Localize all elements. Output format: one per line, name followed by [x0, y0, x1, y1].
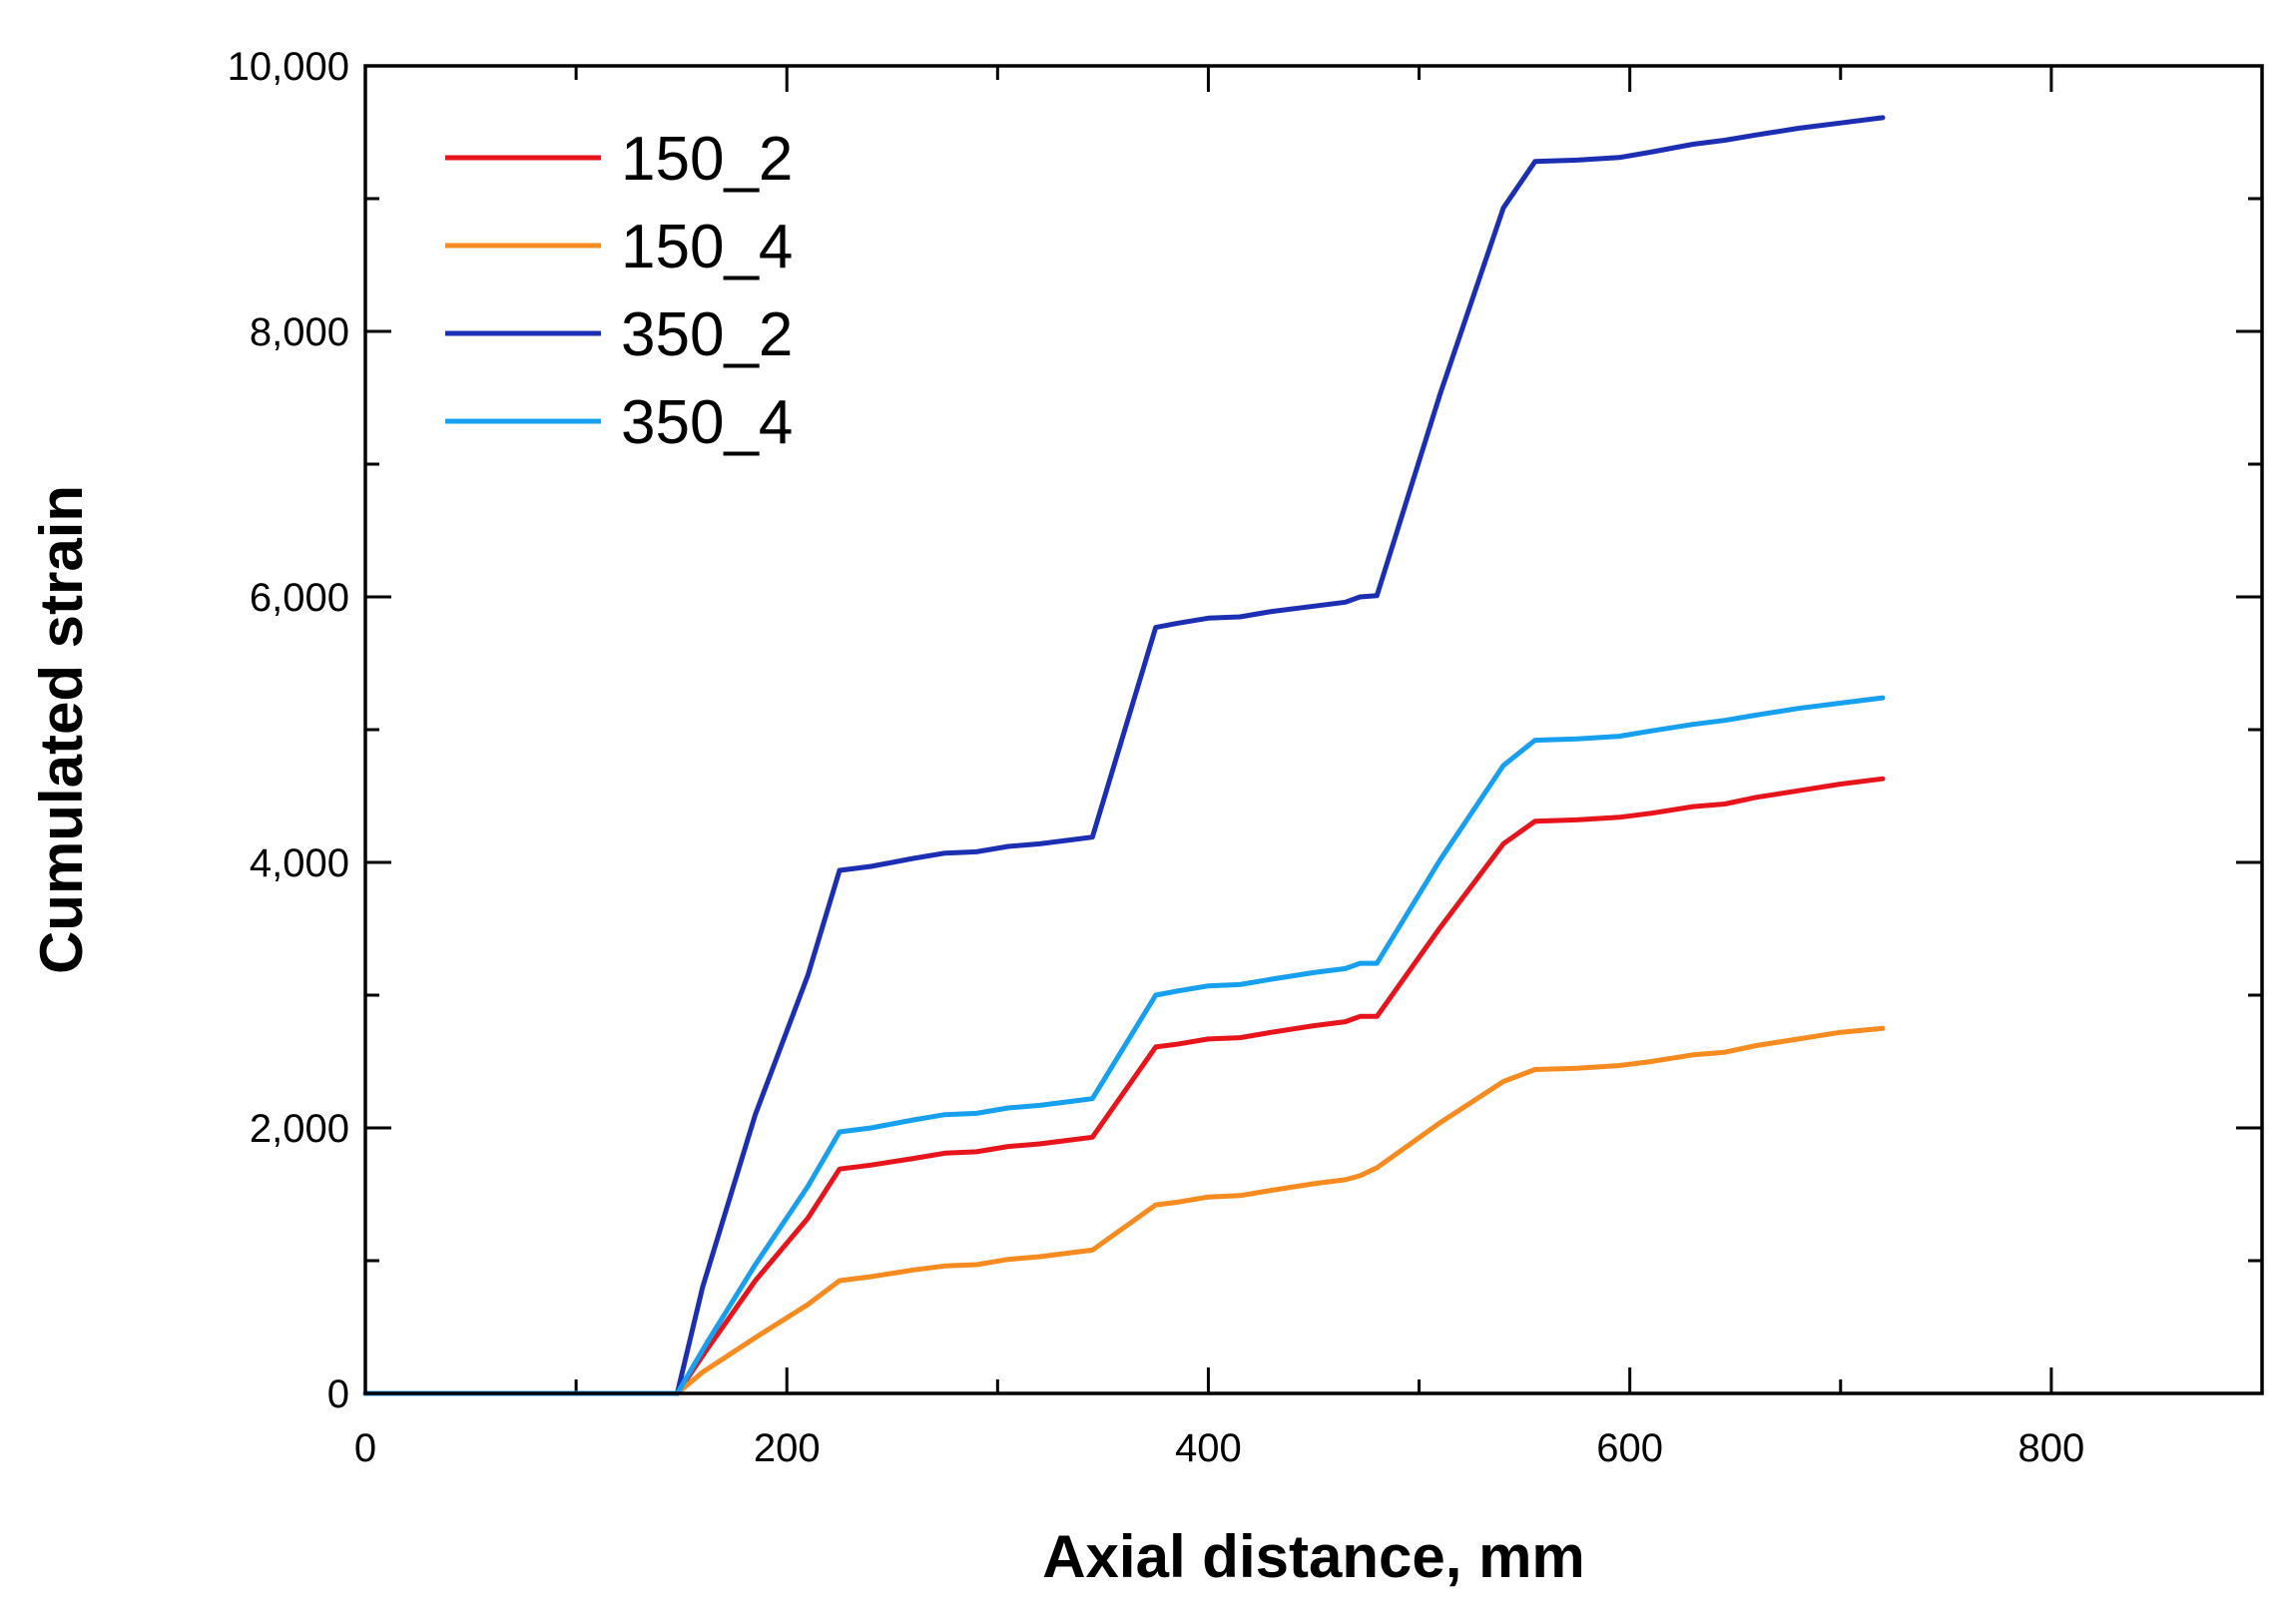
legend-item-350_2: 350_2: [445, 300, 793, 369]
legend-item-350_4: 350_4: [445, 388, 793, 457]
plot-frame: [363, 64, 2264, 1395]
legend-label: 150_2: [621, 125, 793, 194]
legend-label: 150_4: [621, 213, 793, 281]
x-tick-label: 200: [754, 1426, 821, 1470]
y-tick-label: 6,000: [250, 576, 349, 620]
legend-label: 350_2: [621, 300, 793, 369]
legend-item-150_4: 150_4: [445, 213, 793, 281]
x-tick-label: 400: [1175, 1426, 1242, 1470]
x-tick-label: 800: [2018, 1426, 2085, 1470]
y-tick-label: 0: [327, 1372, 349, 1416]
x-tick-labels: 0 200 400 600 800: [354, 1426, 2084, 1470]
series-line-350_4: [362, 695, 1886, 1396]
y-tick-label: 4,000: [250, 841, 349, 885]
legend: 150_2 150_4 350_2 350_4: [445, 125, 793, 457]
series-layer: [362, 115, 1886, 1396]
y-tick-labels: 0 2,000 4,000 6,000 8,000 10,000: [228, 45, 349, 1416]
x-axis-title: Axial distance, mm: [1042, 1523, 1585, 1590]
series-line-350_2: [362, 115, 1886, 1396]
legend-item-150_2: 150_2: [445, 125, 793, 194]
legend-label: 350_4: [621, 388, 793, 457]
x-tick-label: 0: [354, 1426, 376, 1470]
series-line-150_2: [362, 776, 1886, 1396]
series-line-150_4: [362, 1025, 1886, 1396]
y-tick-label: 10,000: [228, 45, 349, 89]
y-tick-label: 8,000: [250, 310, 349, 354]
y-axis-title: Cumulated strain: [28, 485, 95, 974]
y-tick-label: 2,000: [250, 1107, 349, 1151]
x-tick-label: 600: [1596, 1426, 1663, 1470]
